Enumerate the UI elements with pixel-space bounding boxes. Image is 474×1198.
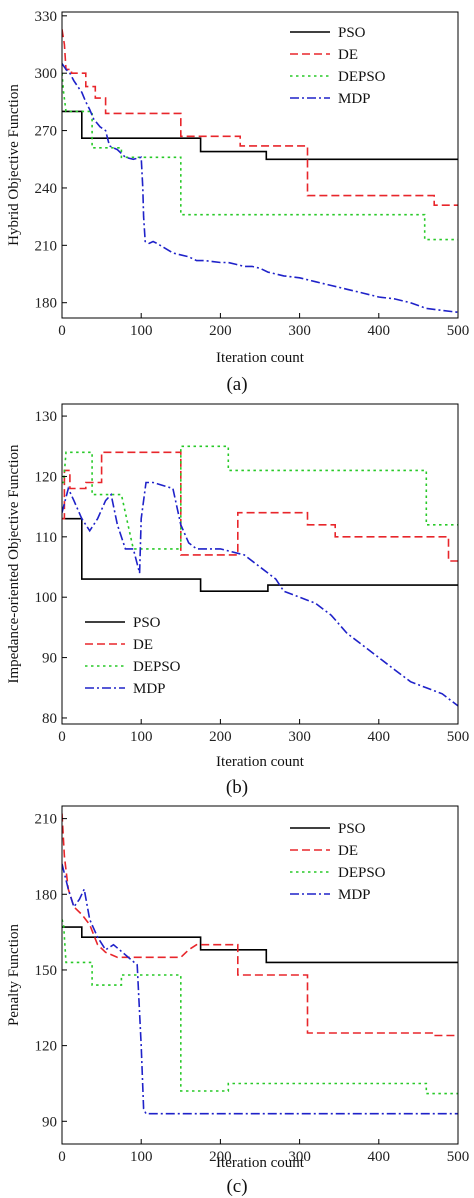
legend-label-depso: DEPSO xyxy=(133,659,181,675)
x-tick-label: 300 xyxy=(288,1149,311,1165)
x-tick-label: 400 xyxy=(368,323,391,339)
panel-a-label: (a) xyxy=(226,374,247,395)
plot-a-series xyxy=(62,29,458,314)
series-de-line xyxy=(62,29,458,206)
x-tick-label: 0 xyxy=(58,729,66,745)
plot-c-frame xyxy=(61,805,459,1145)
x-tick-label: 200 xyxy=(209,1149,232,1165)
y-tick-label: 90 xyxy=(42,651,57,667)
series-de-line xyxy=(62,813,458,1037)
plot-b-ylabel: Impedance-oriented Objective Function xyxy=(6,444,22,684)
plot-c-legend: PSO DE DEPSO MDP xyxy=(290,821,386,903)
y-tick-label: 300 xyxy=(35,66,58,82)
series-mdp-line xyxy=(62,481,458,707)
legend-label-mdp: MDP xyxy=(338,887,371,903)
y-tick-label: 100 xyxy=(35,590,58,606)
y-tick-label: 80 xyxy=(42,711,57,727)
legend-label-de: DE xyxy=(338,843,358,859)
x-tick-label: 300 xyxy=(288,323,311,339)
x-tick-label: 200 xyxy=(209,323,232,339)
plot-a-ylabel: Hybrid Objective Function xyxy=(6,84,22,246)
panel-c: 0 100 200 300 400 500 90 120 150 180 210 PSO DE DEPS… xyxy=(6,805,470,1197)
y-tick-label: 330 xyxy=(35,9,58,25)
y-tick-label: 210 xyxy=(35,812,58,828)
legend-label-de: DE xyxy=(338,47,358,63)
x-tick-label: 0 xyxy=(58,1149,66,1165)
x-tick-label: 0 xyxy=(58,323,66,339)
plot-b-legend: PSO DE DEPSO MDP xyxy=(85,615,181,697)
legend-label-depso: DEPSO xyxy=(338,69,386,85)
series-pso-line xyxy=(62,110,458,161)
series-mdp-line xyxy=(62,63,458,314)
panel-b: 0 100 200 300 400 500 80 90 100 110 120 130 PSO DE DE… xyxy=(6,403,470,798)
panel-b-label: (b) xyxy=(226,777,248,798)
x-tick-label: 100 xyxy=(130,1149,153,1165)
plot-c-axes: 0 100 200 300 400 500 90 120 150 180 210 xyxy=(35,812,470,1165)
x-tick-label: 400 xyxy=(368,1149,391,1165)
series-mdp-line xyxy=(62,863,458,1115)
series-depso-line xyxy=(62,445,458,550)
legend-label-pso: PSO xyxy=(133,615,161,631)
legend-label-pso: PSO xyxy=(338,25,366,41)
y-tick-label: 270 xyxy=(35,124,58,140)
legend-label-pso: PSO xyxy=(338,821,366,837)
y-tick-label: 130 xyxy=(35,409,58,425)
y-tick-label: 180 xyxy=(35,887,58,903)
y-tick-label: 120 xyxy=(35,1039,58,1055)
y-tick-label: 240 xyxy=(35,181,58,197)
panel-c-label: (c) xyxy=(226,1176,247,1197)
y-tick-label: 150 xyxy=(35,963,58,979)
plot-c-ylabel: Penalty Function xyxy=(6,923,22,1026)
series-pso-line xyxy=(62,926,458,964)
panel-a: 0 100 200 300 400 500 180 210 240 270 300 330 PSO DE… xyxy=(6,9,469,395)
plot-b-frame xyxy=(61,403,459,725)
series-pso-line xyxy=(62,517,458,593)
legend-label-de: DE xyxy=(133,637,153,653)
x-tick-label: 100 xyxy=(130,729,153,745)
plot-c-series xyxy=(62,813,458,1115)
x-tick-label: 500 xyxy=(447,323,470,339)
series-depso-line xyxy=(62,73,458,241)
x-tick-label: 200 xyxy=(209,729,232,745)
legend-label-depso: DEPSO xyxy=(338,865,386,881)
x-tick-label: 300 xyxy=(288,729,311,745)
y-tick-label: 90 xyxy=(42,1114,57,1130)
x-tick-label: 100 xyxy=(130,323,153,339)
plot-a-axes: 0 100 200 300 400 500 180 210 240 270 300 330 xyxy=(35,9,470,339)
plot-c-xlabel: Iteration count xyxy=(216,1155,305,1171)
plot-b-axes: 0 100 200 300 400 500 80 90 100 110 120 130 xyxy=(35,409,470,745)
x-tick-label: 500 xyxy=(447,729,470,745)
plot-a-xlabel: Iteration count xyxy=(216,350,305,366)
plot-b-xlabel: Iteration count xyxy=(216,754,305,770)
series-de-line xyxy=(62,451,458,562)
series-depso-line xyxy=(62,919,458,1095)
y-tick-label: 120 xyxy=(35,469,58,485)
legend-label-mdp: MDP xyxy=(338,91,371,107)
x-tick-label: 400 xyxy=(368,729,391,745)
plot-b-series xyxy=(62,445,458,707)
y-tick-label: 180 xyxy=(35,296,58,312)
y-tick-label: 110 xyxy=(35,530,57,546)
y-tick-label: 210 xyxy=(35,238,58,254)
x-tick-label: 500 xyxy=(447,1149,470,1165)
plot-a-frame xyxy=(61,11,459,319)
legend-label-mdp: MDP xyxy=(133,681,166,697)
plot-a-legend: PSO DE DEPSO MDP xyxy=(290,25,386,107)
